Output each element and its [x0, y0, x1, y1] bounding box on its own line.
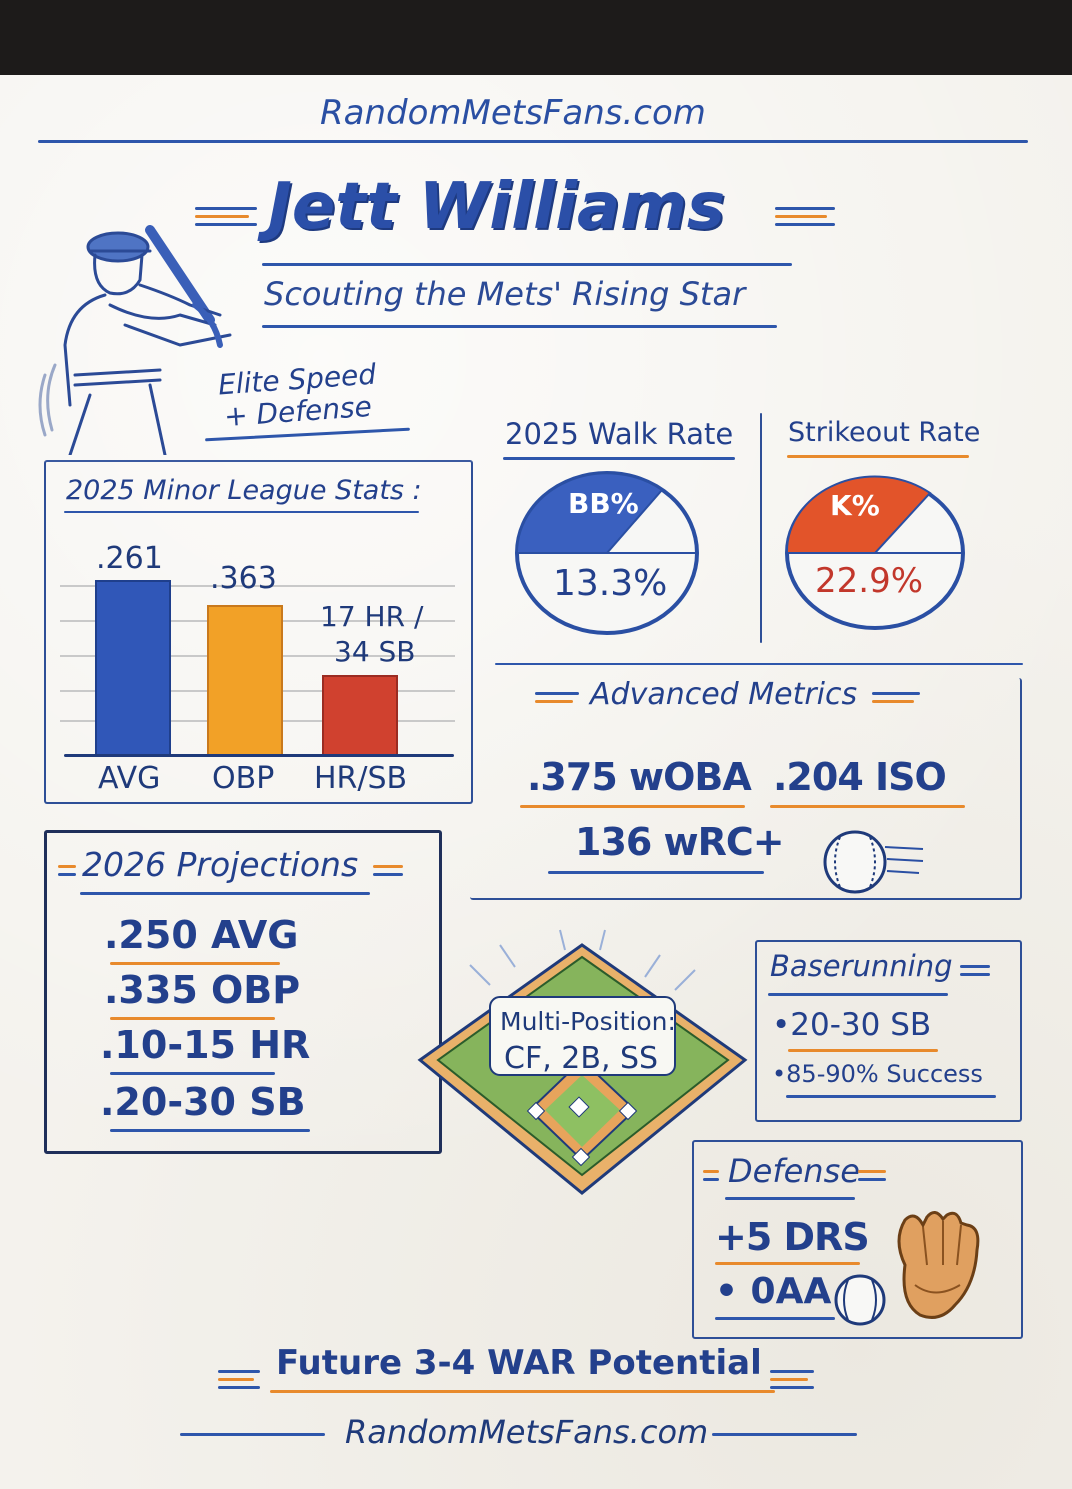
iso-value: .204 ISO — [773, 755, 947, 799]
bar-hr-sb-value-1: 17 HR / — [320, 600, 424, 633]
footer-rule-left — [180, 1433, 325, 1436]
defense-dashes-right — [858, 1170, 886, 1181]
site-name-bottom: RandomMetsFans.com — [345, 1413, 709, 1451]
position-label-2: CF, 2B, SS — [504, 1041, 659, 1076]
advanced-dashes-right — [872, 692, 920, 703]
defense-panel — [692, 1140, 1023, 1339]
wrc-value: 136 wRC+ — [575, 820, 785, 864]
projections-panel — [44, 830, 442, 1154]
iso-underline — [770, 805, 965, 808]
baseball-diamond-illustration — [417, 929, 748, 1195]
bar-hr-sb — [322, 675, 398, 757]
bar-hr-sb-label: HR/SB — [314, 761, 408, 796]
strikeout-rate-pie — [785, 475, 965, 630]
footer-dashes-right — [770, 1370, 814, 1389]
projection-underline — [110, 1017, 275, 1020]
baserunning-item-underline — [788, 1049, 938, 1052]
projection-underline — [110, 1072, 275, 1075]
advanced-dashes-left — [535, 692, 579, 703]
defense-oaa-underline — [715, 1317, 835, 1320]
position-label-1: Multi-Position: — [500, 1007, 676, 1036]
baseball-icon — [823, 830, 924, 894]
top-rule — [38, 140, 1028, 143]
minor-league-heading-underline — [64, 511, 419, 513]
war-potential: Future 3-4 WAR Potential — [276, 1343, 762, 1383]
bar-avg — [95, 580, 171, 757]
baseball-icon — [834, 1274, 886, 1326]
projections-heading: 2026 Projections — [82, 845, 359, 884]
strikeout-rate-heading: Strikeout Rate — [788, 417, 981, 448]
bar-obp-label: OBP — [212, 761, 275, 796]
bar-avg-label: AVG — [98, 761, 161, 796]
woba-underline — [520, 805, 745, 808]
title-dashes-right — [775, 207, 835, 226]
advanced-metrics-panel — [470, 678, 1022, 900]
projection-underline — [110, 962, 280, 965]
walk-rate-badge: BB% — [568, 487, 639, 520]
page-title: Jett Williams — [268, 170, 725, 244]
walk-rate-underline — [503, 457, 735, 460]
wrc-underline — [548, 871, 764, 874]
minor-league-panel — [44, 460, 473, 804]
projections-heading-underline — [80, 892, 370, 895]
baserunning-item: •20-30 SB — [772, 1007, 932, 1043]
chart-baseline — [64, 754, 454, 757]
war-underline — [270, 1390, 775, 1393]
projection-item: .20-30 SB — [100, 1080, 306, 1124]
glove-icon — [897, 1211, 980, 1319]
strikeout-rate-value: 22.9% — [815, 561, 924, 601]
projection-item: .250 AVG — [104, 913, 299, 957]
projection-underline — [110, 1129, 310, 1132]
baserunning-underline — [768, 993, 948, 996]
bar-hr-sb-value-2: 34 SB — [334, 635, 416, 668]
projection-item: .335 OBP — [104, 968, 301, 1012]
defense-drs: +5 DRS — [715, 1215, 870, 1259]
projections-dashes-left — [58, 865, 76, 876]
defense-heading: Defense — [728, 1152, 860, 1190]
baserunning-item-underline — [786, 1095, 996, 1098]
site-name-top: RandomMetsFans.com — [320, 93, 706, 133]
woba-value: .375 wOBA — [527, 755, 752, 799]
defense-dashes-left — [703, 1170, 719, 1181]
walk-rate-value: 13.3% — [553, 563, 668, 604]
title-dashes-left — [195, 207, 257, 226]
advanced-heading: Advanced Metrics — [590, 677, 858, 712]
baserunning-heading: Baserunning — [770, 949, 953, 983]
advanced-top-rule — [495, 663, 1023, 665]
projection-item: .10-15 HR — [100, 1023, 311, 1067]
minor-league-heading: 2025 Minor League Stats : — [66, 475, 422, 506]
defense-drs-underline — [715, 1262, 860, 1265]
baserunning-item: •85-90% Success — [772, 1060, 983, 1088]
projections-dashes-right — [373, 865, 403, 876]
bar-obp — [207, 605, 283, 757]
strikeout-rate-badge: K% — [830, 489, 880, 522]
baserunning-panel — [755, 940, 1022, 1122]
bar-obp-value: .363 — [210, 561, 277, 596]
page-subtitle: Scouting the Mets' Rising Star — [264, 275, 746, 313]
walk-rate-pie — [515, 471, 699, 635]
defense-oaa: • 0AA — [715, 1271, 832, 1312]
defense-heading-underline — [725, 1197, 855, 1200]
batter-illustration — [38, 225, 232, 455]
bar-avg-value: .261 — [96, 541, 163, 576]
title-underline — [262, 263, 792, 266]
walk-rate-heading: 2025 Walk Rate — [505, 417, 734, 451]
footer-rule-right — [712, 1433, 857, 1436]
footer-dashes-left — [218, 1370, 260, 1389]
strikeout-rate-underline — [787, 455, 969, 458]
infographic-paper: RandomMetsFans.com Jett Williams Scoutin… — [0, 75, 1072, 1489]
stat-divider-vertical — [760, 413, 762, 643]
gridline — [60, 585, 455, 587]
subtitle-underline — [262, 325, 777, 328]
baserunning-dashes — [960, 965, 990, 976]
